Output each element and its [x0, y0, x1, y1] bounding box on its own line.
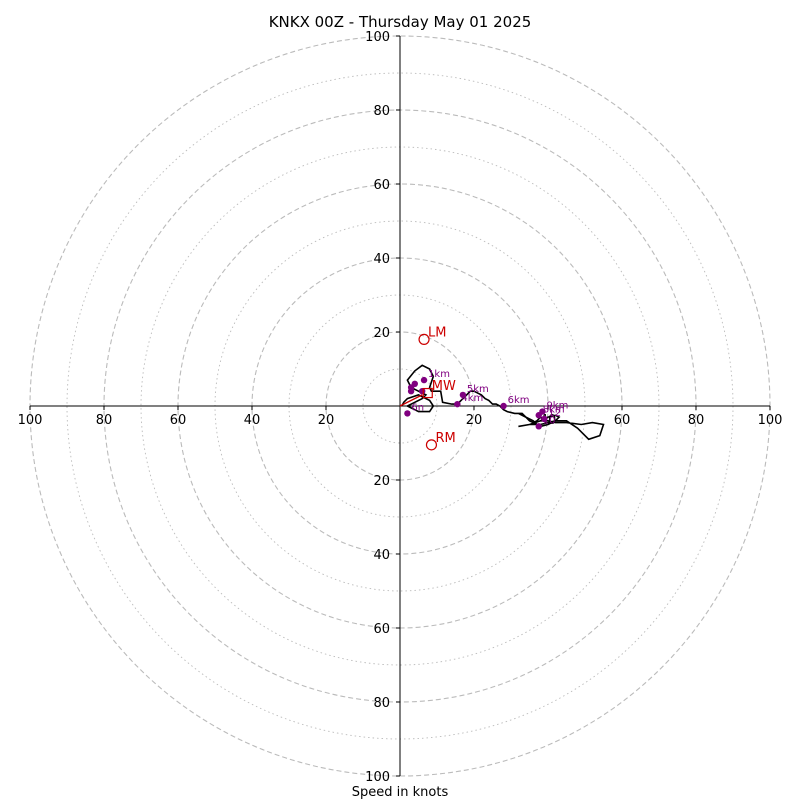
height-marker-label: 9km	[546, 401, 568, 412]
shear-vector	[399, 394, 423, 407]
x-tick-label: 40	[244, 413, 261, 428]
storm-motion-marker	[425, 439, 438, 451]
height-marker-point	[459, 391, 467, 399]
storm-motion-marker	[422, 387, 433, 399]
x-tick-label: 80	[96, 413, 113, 428]
height-marker-point	[541, 415, 548, 423]
height-marker-point	[454, 400, 461, 408]
y-tick-label: 60	[373, 622, 390, 637]
height-marker-point	[420, 376, 428, 384]
y-tick-label: 60	[373, 178, 390, 193]
height-marker-point	[500, 402, 507, 410]
height-marker-point	[535, 423, 542, 430]
x-tick-label: 20	[466, 413, 483, 428]
y-tick-label: 100	[365, 770, 390, 785]
height-marker-label: 1km	[428, 369, 450, 380]
x-axis-label: Speed in knots	[352, 785, 449, 800]
chart-title: KNKX 00Z - Thursday May 01 2025	[269, 13, 532, 31]
height-marker-label: 12	[548, 408, 561, 419]
y-tick-label: 80	[373, 104, 390, 119]
y-tick-label: 20	[373, 474, 390, 489]
storm-motion-label: LM	[428, 325, 446, 340]
x-tick-label: 60	[614, 413, 631, 428]
height-marker-label: 6n	[411, 402, 424, 413]
y-tick-label: 40	[373, 548, 390, 563]
x-tick-label: 100	[18, 413, 43, 428]
height-marker-point	[404, 410, 411, 417]
storm-motions: LM RM MW	[418, 325, 456, 451]
y-tick-label: 80	[373, 696, 390, 711]
x-tick-label: 80	[688, 413, 705, 428]
height-marker-point	[407, 388, 415, 395]
height-marker-point	[539, 408, 546, 415]
storm-motion-label: MW	[432, 379, 456, 394]
x-tick-label: 100	[758, 413, 783, 428]
storm-motion-label: RM	[435, 431, 455, 446]
height-marker-label: 10	[543, 415, 556, 426]
y-tick-label: 20	[373, 326, 390, 341]
height-marker-label: 8km	[543, 404, 565, 415]
y-tick-label: 100	[365, 30, 390, 45]
x-tick-label: 20	[318, 413, 335, 428]
height-marker-label: 5km	[467, 384, 489, 395]
y-tick-label: 40	[373, 252, 390, 267]
height-marker-label: 4km	[461, 393, 483, 404]
storm-motion-marker	[418, 333, 430, 345]
height-marker-label: 6km	[508, 395, 530, 406]
x-tick-label: 60	[170, 413, 187, 428]
